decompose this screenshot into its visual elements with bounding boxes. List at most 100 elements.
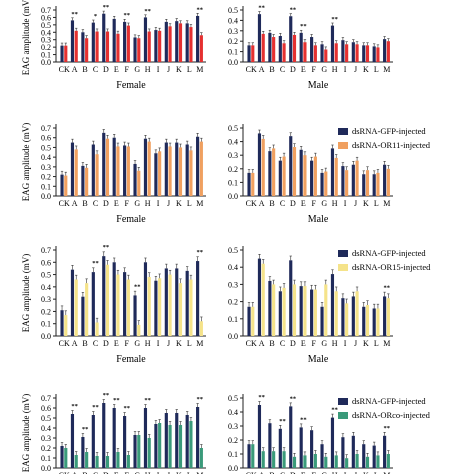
- panel-row4-female-bar: [91, 415, 95, 468]
- panel-row3-female-category-label: A: [72, 339, 78, 348]
- panel-row2-female-bar: [81, 165, 85, 196]
- panel-row4-male-bar: [299, 427, 303, 468]
- panel-row2-female-bar: [116, 146, 120, 196]
- panel-row3-male-bar: [310, 289, 314, 336]
- panel-row2-male-bar: [303, 155, 307, 196]
- panel-row3-female-bar: [105, 264, 110, 336]
- legend-swatch: [338, 412, 348, 419]
- panel-row4-female-bar: [199, 448, 203, 468]
- panel-row1-male-bar: [310, 37, 314, 62]
- panel-row4-male-category-label: C: [280, 471, 285, 474]
- panel-row2-male-category-label: M: [383, 199, 390, 208]
- panel-row4-female-bar: [189, 421, 193, 468]
- panel-row4-male-bar: [372, 445, 376, 468]
- panel-row2-male-y-tick-label: 0.1: [228, 178, 238, 187]
- panel-row2-female-y-tick-label: 0.0: [41, 192, 51, 201]
- panel-row1-female-significance: **: [197, 6, 204, 13]
- panel-row1-female-bar: [95, 31, 99, 62]
- panel-row2-female-y-label: EAG amplitude (mV): [21, 123, 31, 201]
- panel-row2-female-bar: [60, 174, 64, 196]
- panel-row3-male-bar: [261, 263, 265, 336]
- panel-row1-female-y-tick-label: 0.2: [41, 43, 51, 52]
- panel-row4-male-category-label: E: [301, 471, 306, 474]
- panel-row4-female-bar: [126, 455, 130, 468]
- panel-row2-female-bar: [95, 154, 99, 196]
- panel-row1-female-bar: [158, 30, 162, 62]
- panel-row4-female-y-tick-label: 0.1: [41, 454, 51, 463]
- panel-row2-male-bar: [362, 174, 366, 196]
- panel-row3-female-category-label: E: [114, 339, 119, 348]
- panel-row4-male-bar: [383, 435, 387, 468]
- panel-row1-female-bar: [154, 30, 158, 62]
- panel-row3-female-bar: [178, 283, 183, 336]
- panel-row4-female-bar: [95, 456, 99, 468]
- panel-row2-male-category-label: L: [374, 199, 379, 208]
- panel-row4-female-bar: [116, 452, 120, 468]
- panel-row2-male-category-label: C: [280, 199, 285, 208]
- panel-row3-male-category-label: CK: [246, 339, 257, 348]
- panel-row2-male-bar: [351, 164, 355, 196]
- panel-row1-female-bar: [70, 20, 75, 62]
- panel-row2-male-bar: [341, 166, 345, 196]
- panel-row1-female-category-label: J: [167, 65, 170, 74]
- panel-row3-male-category-label: C: [280, 339, 285, 348]
- panel-row4-female-category-label: L: [187, 471, 192, 474]
- panel-row4-male-bar: [345, 458, 349, 468]
- panel-row1-male-category-label: I: [344, 65, 347, 74]
- panel-row1-male-bar: [257, 14, 262, 62]
- panel-row2-female-bar: [123, 145, 127, 196]
- panel-row4-female-y-tick-label: 0.7: [41, 394, 51, 403]
- panel-row2-male-bar: [251, 172, 255, 196]
- panel-row1-female-bar: [147, 31, 151, 62]
- panel-row1-male-category-label: M: [383, 65, 390, 74]
- panel-row1-female-bar: [196, 15, 200, 63]
- panel-row4-male-bar: [292, 456, 297, 468]
- panel-row1-male-bar: [351, 42, 355, 62]
- panel-row4-male-y-tick-label: 0.2: [228, 436, 238, 445]
- panel-row2-male-bar: [310, 160, 314, 196]
- panel-row2-male-category-label: G: [321, 199, 327, 208]
- panel-row1-female-bar: [133, 37, 137, 62]
- panel-row1-female-bar: [185, 23, 189, 62]
- panel-row1-male-bar: [261, 33, 265, 62]
- panel-row1-female-bar: [112, 18, 116, 63]
- panel-row3-female-category-label: G: [134, 339, 140, 348]
- panel-row3-female-bar: [64, 315, 68, 336]
- panel-row3-female-category-label: J: [167, 339, 170, 348]
- panel-row1-male-category-label: C: [280, 65, 285, 74]
- panel-row1-male-bar: [278, 36, 282, 62]
- panel-row4-female-bar: [158, 423, 162, 468]
- panel-row1-male-bar: [320, 44, 324, 62]
- panel-row1-female-bar: [126, 25, 130, 63]
- panel-row1-male-bar: [345, 44, 349, 62]
- panel-row1-female-bar: [123, 21, 127, 63]
- panel-row1-male-y-tick-label: 0.4: [228, 16, 238, 25]
- panel-row2-female-bar: [185, 144, 189, 196]
- panel-row4-female-bar: [70, 414, 75, 468]
- panel-row2-female-group-label: Female: [116, 214, 146, 225]
- panel-row3-male-bar: [289, 260, 293, 336]
- panel-row2-female-category-label: L: [187, 199, 192, 208]
- panel-row3-male-category-label: E: [301, 339, 306, 348]
- panel-row4-female-category-label: H: [145, 471, 151, 474]
- panel-row2-male-bar: [257, 133, 262, 196]
- panel-row3-female-y-tick-label: 0.2: [41, 307, 51, 316]
- panel-row1-male-bar: [334, 43, 338, 62]
- panel-row1-male-significance: **: [258, 5, 265, 12]
- panel-row2-male-bar: [376, 172, 380, 196]
- panel-row3-male-category-label: M: [383, 339, 390, 348]
- panel-row4-female-category-label: B: [82, 471, 87, 474]
- panel-row4-female-category-label: F: [125, 471, 130, 474]
- panel-row4-female-y-tick-label: 0.0: [41, 464, 51, 473]
- panel-row3-male-category-label: I: [344, 339, 347, 348]
- panel-row1-female-y-tick-label: 0.6: [41, 13, 51, 22]
- panel-row2-male-category-label: K: [363, 199, 369, 208]
- panel-row4-female-category-label: M: [196, 471, 203, 474]
- panel-row1-female-bar: [175, 21, 179, 62]
- panel-row1-female-y-tick-label: 0.3: [41, 36, 51, 45]
- panel-row4-female-bar: [102, 403, 106, 468]
- panel-row3-male-category-label: J: [354, 339, 357, 348]
- panel-row3-female-category-label: M: [196, 339, 203, 348]
- panel-row4-male-bar: [257, 405, 262, 468]
- panel-row3-female-category-label: B: [82, 339, 87, 348]
